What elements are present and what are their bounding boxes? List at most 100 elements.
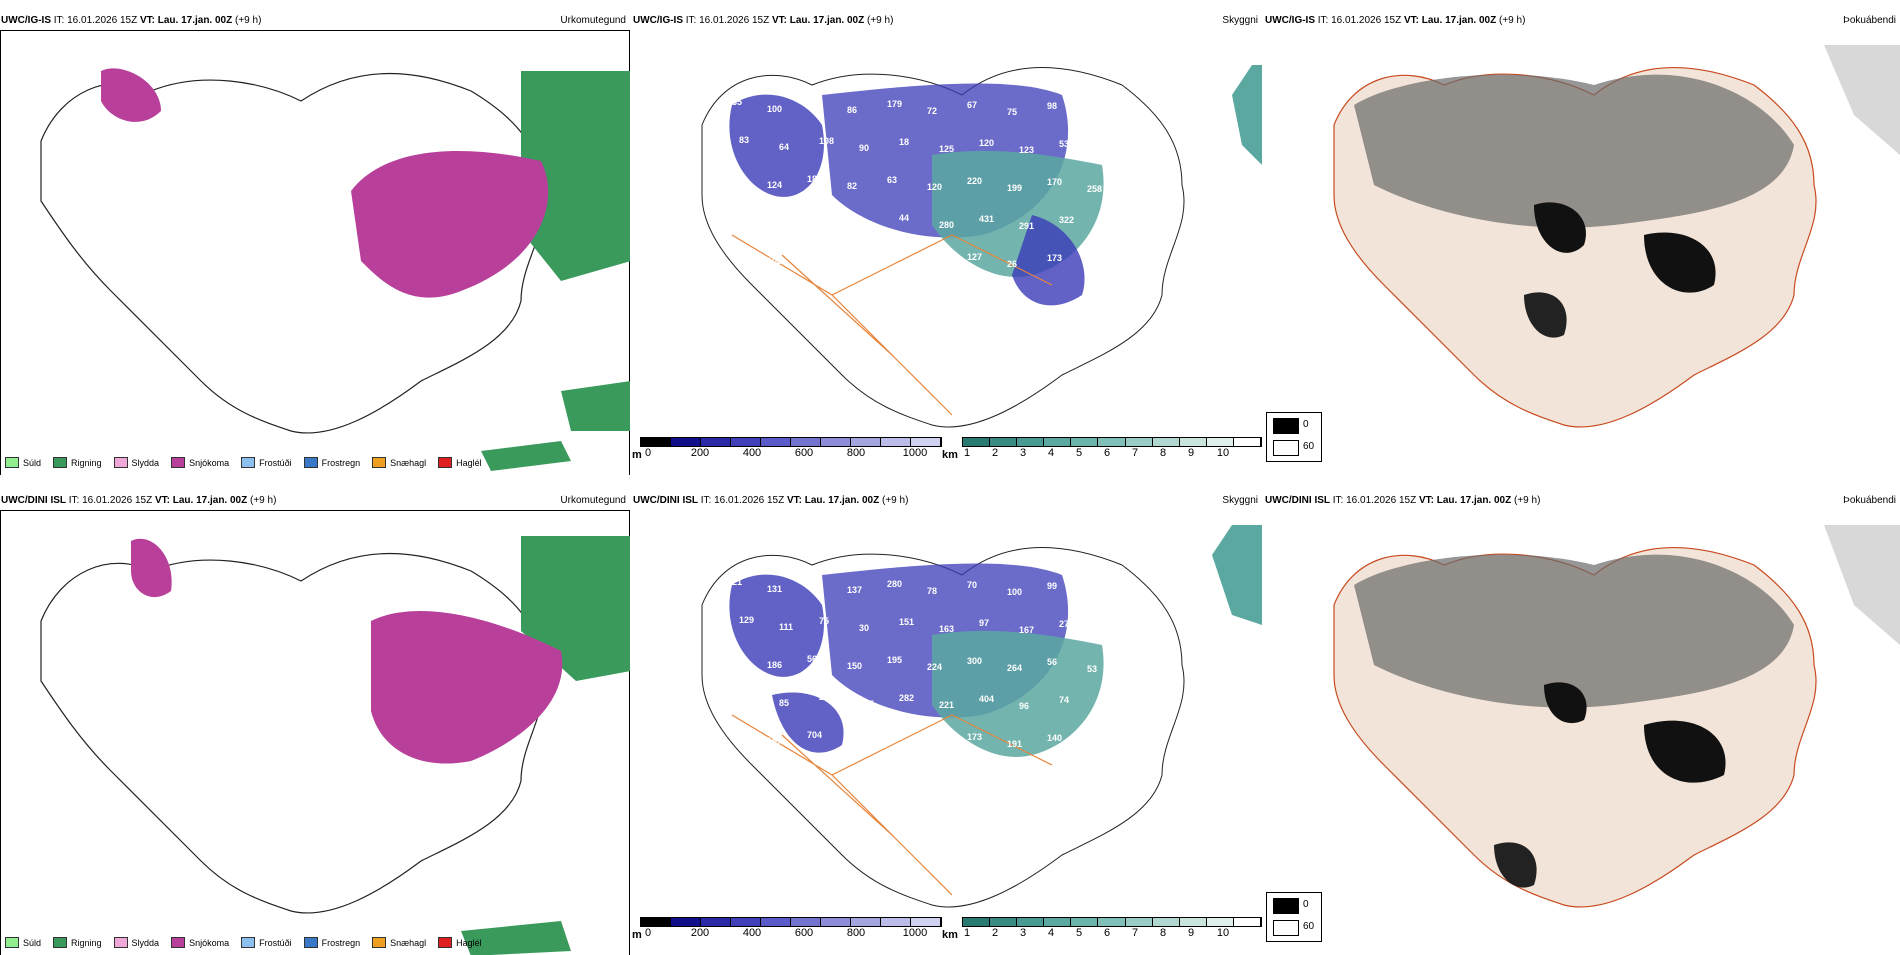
- legend-item: Snjókoma: [171, 937, 229, 948]
- visibility-value: 404: [979, 694, 994, 704]
- visibility-value: 95: [1139, 696, 1149, 706]
- legend-item: Rigning: [53, 937, 102, 948]
- visibility-value: 86: [847, 105, 857, 115]
- legend-item: Slydda: [113, 937, 159, 948]
- tick-label: 4: [1047, 927, 1055, 939]
- visibility-value: 75: [1007, 107, 1017, 117]
- visibility-value: 100: [1007, 587, 1022, 597]
- precip-title: Úrkomutegund: [560, 495, 626, 506]
- visibility-value: 129: [1087, 260, 1102, 270]
- visibility-value: 156: [1127, 582, 1142, 592]
- iceland-precip-map: [40, 68, 630, 471]
- fog-panel-row2: UWC/DINI ISL IT: 16.01.2026 15Z VT: Lau.…: [1264, 495, 1900, 955]
- visibility-title: Skyggni: [1222, 495, 1258, 506]
- fog-panel-row1: UWC/IG-IS IT: 16.01.2026 15Z VT: Lau. 17…: [1264, 15, 1900, 475]
- visibility-value: 120: [927, 182, 942, 192]
- visibility-value: 111: [779, 622, 793, 632]
- visibility-value: 90: [859, 143, 869, 153]
- tick-label: 3: [1019, 447, 1027, 459]
- legend-item: Súld: [5, 457, 41, 468]
- precip-panel-row2: UWC/DINI ISL IT: 16.01.2026 15Z VT: Lau.…: [0, 495, 630, 955]
- visibility-colorbar: km 1 2 3 4 5 6 7 8 9 10: [942, 437, 1262, 461]
- visibility-value: 561: [807, 654, 822, 664]
- visibility-value: 255: [847, 737, 862, 747]
- visibility-value: 131: [767, 584, 782, 594]
- tick-label: 9: [1187, 447, 1195, 459]
- visibility-value: 195: [887, 655, 902, 665]
- visibility-value: 431: [979, 214, 994, 224]
- legend-item: Frostúði: [241, 937, 292, 948]
- legend-item: Slydda: [113, 457, 159, 468]
- legend-item: Haglél: [438, 937, 482, 948]
- tick-label: 7: [1131, 447, 1139, 459]
- iceland-visibility-map: 135 100 16 86 179 72 67 75 98 102 64 83 64 108 90 18 125…: [701, 65, 1262, 428]
- visibility-value: 18: [899, 137, 909, 147]
- visibility-value: 135: [727, 97, 742, 107]
- tick-label: 2: [991, 927, 999, 939]
- tick-label: 2: [991, 447, 999, 459]
- visibility-value: 192: [727, 173, 742, 183]
- visibility-value: 199: [1007, 183, 1022, 193]
- precip-legend: Súld Rigning Slydda Snjókoma Frostúði Fr…: [5, 937, 482, 948]
- fog-legend: 0 60: [1266, 892, 1322, 942]
- visibility-value: 183: [807, 174, 822, 184]
- visibility-value: 100: [767, 104, 782, 114]
- visibility-value: 74: [1059, 695, 1069, 705]
- visibility-value: 82: [847, 181, 857, 191]
- visibility-value: 224: [927, 662, 942, 672]
- visibility-value: 56: [1047, 657, 1057, 667]
- visibility-value: 221: [939, 700, 954, 710]
- visibility-value: 224: [779, 218, 794, 228]
- fog-legend-light: 60: [1303, 921, 1315, 932]
- tick-label: 600: [794, 927, 814, 939]
- visibility-value: 96: [1019, 701, 1029, 711]
- tick-label: 200: [690, 927, 710, 939]
- tick-label: 800: [846, 927, 866, 939]
- visibility-value: 191: [1007, 739, 1022, 749]
- visibility-value: 97: [979, 618, 989, 628]
- tick-label: 200: [690, 447, 710, 459]
- precip-map: Súld Rigning Slydda Snjókoma Frostúði Fr…: [0, 510, 630, 955]
- visibility-value: 70: [967, 580, 977, 590]
- panel-title: UWC/DINI ISL IT: 16.01.2026 15Z VT: Lau.…: [633, 495, 909, 506]
- visibility-panel-row2: UWC/DINI ISL IT: 16.01.2026 15Z VT: Lau.…: [632, 495, 1262, 955]
- visibility-value: 17: [859, 219, 869, 229]
- visibility-value: 16: [807, 98, 817, 108]
- legend-item: Frostregn: [303, 457, 360, 468]
- visibility-value: 264: [1007, 663, 1022, 673]
- visibility-title: Skyggni: [1222, 15, 1258, 26]
- panel-title: UWC/IG-IS IT: 16.01.2026 15Z VT: Lau. 17…: [1, 15, 262, 26]
- panel-title: UWC/DINI ISL IT: 16.01.2026 15Z VT: Lau.…: [1265, 495, 1541, 506]
- visibility-value: 54: [819, 212, 829, 222]
- visibility-value: 140: [1139, 620, 1154, 630]
- visibility-value: 114: [847, 257, 862, 267]
- legend-item: Súld: [5, 937, 41, 948]
- visibility-panel-row1: UWC/IG-IS IT: 16.01.2026 15Z VT: Lau. 17…: [632, 15, 1262, 475]
- tick-label: 1000: [902, 447, 928, 459]
- visibility-value: 127: [967, 252, 982, 262]
- fog-legend-dark: 0: [1303, 899, 1309, 910]
- visibility-value: 67: [739, 691, 749, 701]
- tick-label: 6: [1103, 927, 1111, 939]
- visibility-value: 67: [967, 100, 977, 110]
- legend-item: Snæhagl: [372, 457, 426, 468]
- height-colorbar: m 0 200 400 600 800 1000: [632, 437, 942, 461]
- tick-label: 0: [644, 447, 652, 459]
- tick-label: 1000: [902, 927, 928, 939]
- visibility-value: 103: [767, 256, 782, 266]
- visibility-value: 220: [967, 176, 982, 186]
- visibility-value: 129: [739, 615, 754, 625]
- visibility-value: 282: [899, 693, 914, 703]
- tick-label: 1: [963, 927, 971, 939]
- iceland-fog-map: [1333, 525, 1900, 908]
- visibility-value: 72: [927, 106, 937, 116]
- legend-item: Frostúði: [241, 457, 292, 468]
- visibility-value: 167: [1019, 625, 1034, 635]
- visibility-value: 125: [939, 144, 954, 154]
- visibility-value: 26: [1007, 259, 1017, 269]
- visibility-value: 27: [1059, 619, 1069, 629]
- tick-label: 5: [1075, 447, 1083, 459]
- visibility-value: 99: [1047, 581, 1057, 591]
- visibility-value: 44: [899, 213, 909, 223]
- fog-title: Þokuábendi: [1843, 495, 1896, 506]
